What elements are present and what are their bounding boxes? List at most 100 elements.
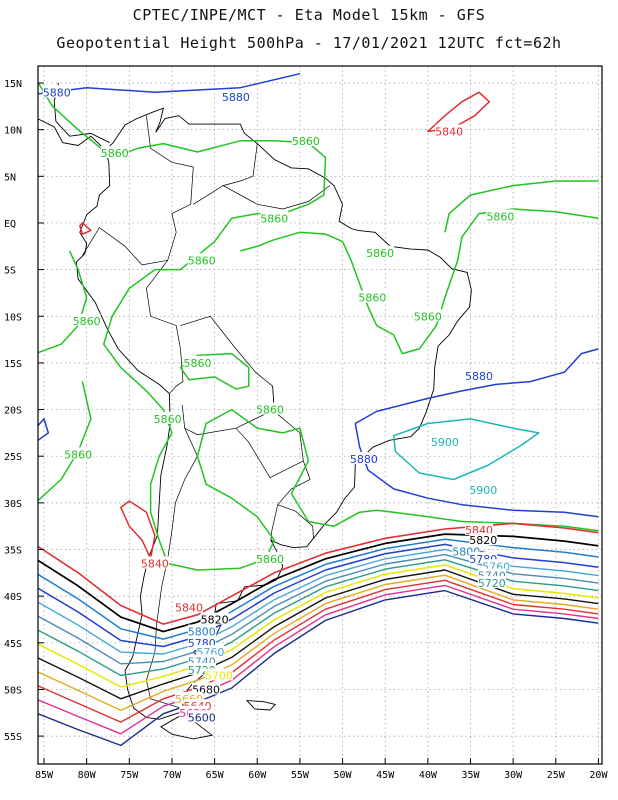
contour-label-bg: [175, 600, 204, 613]
contour-5740: [38, 553, 599, 665]
coastline-central-america-pacific: [38, 118, 106, 151]
country-border: [222, 185, 331, 210]
contour-label: 5860: [101, 147, 129, 160]
contour-label-bg: [196, 645, 225, 658]
country-border: [146, 115, 194, 261]
contour-label-bg: [187, 710, 216, 723]
contour-label: 5860: [358, 292, 386, 305]
contour-label-bg: [465, 368, 494, 381]
lon-tick-label: 65W: [206, 770, 225, 781]
contour-label: 5820: [201, 613, 229, 626]
contour-label: 5860: [256, 404, 284, 417]
lon-tick-label: 85W: [35, 770, 54, 781]
lon-tick-label: 25W: [547, 770, 566, 781]
contour-label: 5860: [292, 135, 320, 148]
lon-tick-label: 20W: [589, 770, 608, 781]
contour-label-bg: [413, 309, 442, 322]
contour-label: 5720: [478, 577, 506, 590]
lat-tick-label: 10S: [4, 312, 22, 323]
contour-label-bg: [358, 290, 387, 303]
contour-labels: 5880 5880 5840 5860 5860 5860 5860 5860 5860 5860…: [42, 85, 515, 724]
country-border: [235, 386, 304, 479]
contour-5860: [444, 180, 599, 233]
contour-label-bg: [469, 533, 498, 546]
contour-5640: [38, 579, 599, 723]
contour-label: 5860: [366, 247, 394, 260]
country-border: [270, 504, 279, 541]
contour-5880: [354, 348, 599, 518]
contour-label-bg: [72, 313, 101, 326]
lon-tick-label: 60W: [248, 770, 267, 781]
contour-label: 5860: [260, 212, 288, 225]
contour-label: 5840: [141, 557, 169, 570]
contour-5860: [179, 352, 250, 390]
title-line-2: Geopotential Height 500hPa - 17/01/2021 …: [56, 34, 562, 52]
contour-label-bg: [465, 522, 494, 535]
lon-tick-label: 35W: [461, 770, 480, 781]
contour-label-bg: [349, 451, 378, 464]
contour-label-bg: [140, 556, 169, 569]
contour-label-bg: [187, 624, 216, 637]
contour-label: 5880: [465, 370, 493, 383]
coastline-malvinas: [245, 700, 277, 711]
lon-tick-label: 70W: [163, 770, 182, 781]
contour-label: 5600: [188, 711, 216, 724]
contour-label-bg: [435, 124, 464, 137]
lat-tick-label: 25S: [4, 452, 22, 463]
lon-tick-label: 55W: [291, 770, 310, 781]
contour-label: 5880: [222, 91, 250, 104]
contour-label: 5860: [73, 315, 101, 328]
contour-label-bg: [260, 211, 289, 224]
contour-label-bg: [486, 209, 515, 222]
contour-label-bg: [366, 245, 395, 258]
contour-5720: [38, 559, 599, 677]
lat-tick-label: 40S: [4, 592, 22, 603]
contour-label-bg: [430, 435, 459, 448]
lat-tick-label: 15S: [4, 359, 22, 370]
contour-5600: [38, 589, 599, 747]
lat-tick-label: 5S: [4, 266, 16, 277]
contour-label: 5860: [188, 254, 216, 267]
contour-label: 5880: [43, 86, 71, 99]
contour-label-bg: [42, 85, 71, 98]
contour-label-bg: [256, 402, 285, 415]
lon-tick-label: 30W: [504, 770, 523, 781]
contour-label: 5860: [486, 210, 514, 223]
lat-tick-label: 55S: [4, 732, 22, 743]
contour-label-bg: [200, 612, 229, 625]
lat-tick-label: 35S: [4, 546, 22, 557]
contour-label-bg: [187, 635, 216, 648]
lat-tick-label: 10N: [4, 126, 22, 137]
contour-label: 5860: [414, 310, 442, 323]
contour-label: 5840: [175, 601, 203, 614]
contour-5860: [240, 208, 599, 355]
lat-tick-label: 5N: [4, 172, 16, 183]
contour-label-bg: [221, 89, 250, 102]
contour-label-bg: [477, 576, 506, 589]
contour-label-bg: [100, 145, 129, 158]
contour-label: 5900: [431, 436, 459, 449]
contour-5840: [79, 222, 92, 235]
contour-5660: [38, 574, 599, 712]
axis-ticks: 15N 10N 5N EQ 5S 10S 15S 20S 25S 30S 35S 40S 45S 50S 5…: [4, 79, 608, 781]
contour-5620: [38, 584, 599, 735]
lon-tick-label: 75W: [120, 770, 139, 781]
lat-tick-label: 45S: [4, 639, 22, 650]
contour-5860: [38, 250, 88, 354]
country-border: [180, 315, 275, 436]
contour-label: 5900: [469, 484, 497, 497]
lon-tick-label: 45W: [376, 770, 395, 781]
country-border: [146, 428, 198, 709]
lat-tick-label: EQ: [4, 219, 16, 230]
coastline-central-america-caribbean: [53, 82, 110, 144]
country-border: [82, 227, 168, 266]
coastline-tierra-del-fuego: [160, 713, 214, 740]
contour-5840: [38, 522, 599, 625]
contour-label: 5820: [469, 534, 497, 547]
contour-label-bg: [256, 551, 285, 564]
contour-label-bg: [482, 559, 511, 572]
contour-5680: [38, 569, 599, 700]
country-border: [146, 260, 184, 394]
contour-label: 5860: [184, 357, 212, 370]
